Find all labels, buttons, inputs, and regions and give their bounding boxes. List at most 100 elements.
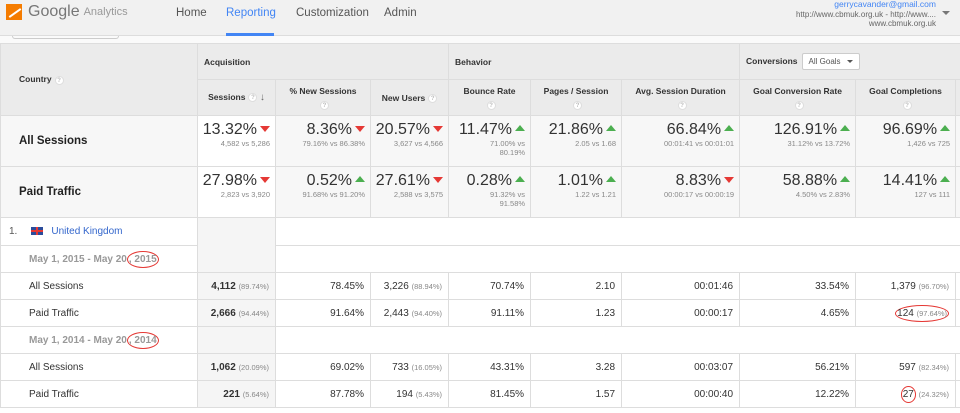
country-header[interactable]: Country?	[0, 43, 198, 116]
col-label: New Users	[381, 92, 426, 103]
goal-completions-cell: 1,379 (96.70%)	[855, 272, 957, 300]
arrow-up-icon	[606, 176, 617, 182]
goal-select[interactable]: All Goals	[801, 53, 860, 70]
help-icon[interactable]: ?	[794, 100, 804, 110]
new-users-value: 2,443	[383, 307, 409, 319]
empty-cell	[276, 218, 960, 246]
change-value: 8.36%	[306, 121, 352, 138]
nav-admin[interactable]: Admin	[384, 7, 417, 19]
sessions-value: 4,112	[211, 280, 236, 292]
help-icon[interactable]: ?	[428, 93, 438, 103]
duration-cell: 00:03:07	[621, 353, 741, 381]
empty-cell	[275, 326, 960, 354]
col-new-users[interactable]: New Users?	[369, 79, 450, 116]
nav-reporting[interactable]: Reporting	[226, 7, 276, 19]
date-range: May 1, 2014 - May 20, 2014	[0, 326, 198, 354]
country-row: 1. United Kingdom	[0, 217, 198, 246]
arrow-down-icon	[433, 126, 444, 132]
segment-label: Paid Traffic	[0, 380, 198, 408]
comparison-detail: 4.50% vs 2.83%	[795, 190, 851, 199]
change-value: 0.52%	[306, 172, 352, 189]
gc-value: 1,379	[890, 280, 916, 292]
arrow-down-icon	[724, 177, 735, 183]
change-value: 20.57%	[375, 121, 431, 138]
comparison-detail: 3,627 vs 4,566	[393, 139, 444, 148]
sessions-value: 221	[223, 388, 240, 400]
arrow-down-icon	[433, 177, 444, 183]
arrow-down-icon	[260, 177, 270, 183]
arrow-up-icon	[515, 176, 526, 182]
sessions-cell: 221 (5.64%)	[197, 380, 276, 408]
goal-conv-rate-cell: 12.22%	[739, 380, 857, 408]
gc-value: 597	[899, 361, 916, 373]
account-switcher[interactable]: gerrycavander@gmail.com http://www.cbmuk…	[796, 0, 936, 29]
logo-product: Analytics	[83, 6, 128, 18]
sort-desc-icon[interactable]: ↓	[259, 92, 265, 103]
segment-label: All Sessions	[0, 272, 198, 300]
country-link[interactable]: United Kingdom	[51, 226, 123, 237]
account-view: www.cbmuk.org.uk	[868, 19, 936, 28]
comparison-cell: 8.36% 79.16% vs 86.38%	[275, 115, 371, 167]
pages-session-cell: 1.23	[530, 299, 623, 327]
comparison-cell: 1.01% 1.22 vs 1.21	[530, 166, 623, 218]
help-icon[interactable]: ?	[573, 100, 583, 110]
behavior-group-header: Behavior	[448, 43, 741, 80]
arrow-up-icon	[940, 176, 951, 182]
comparison-detail: 2,823 vs 3,920	[220, 190, 270, 199]
account-dropdown-icon[interactable]	[942, 11, 950, 15]
new-sessions-cell: 87.78%	[275, 380, 371, 408]
bounce-rate-cell: 91.11%	[448, 299, 532, 327]
gc-pct: (96.70%)	[918, 281, 950, 291]
empty-cell	[197, 217, 276, 246]
comparison-cell: 8.83% 00:00:17 vs 00:00:19	[621, 166, 741, 218]
nav-customization[interactable]: Customization	[296, 7, 369, 19]
comparison-cell: 0.28% 91.32% vs 91.58%	[448, 166, 532, 218]
col-label: Bounce Rate	[463, 85, 516, 96]
table-row: Paid Traffic 2,666 (94.44%) 91.64% 2,443…	[0, 299, 960, 327]
gc-pct: (97.64%)	[916, 308, 948, 318]
help-icon[interactable]: ?	[320, 100, 329, 110]
gc-pct: (24.32%)	[918, 389, 950, 399]
arrow-down-icon	[355, 126, 365, 132]
col-new-sessions[interactable]: % New Sessions?	[275, 79, 371, 116]
col-label: Avg. Session Duration	[635, 85, 726, 96]
sessions-pct: (94.44%)	[238, 308, 269, 318]
col-pages-session[interactable]: Pages / Session?	[530, 79, 623, 116]
help-icon[interactable]: ?	[677, 100, 687, 110]
change-value: 66.84%	[666, 121, 722, 138]
report-table: Country? Acquisition Behavior Conversion…	[0, 43, 960, 408]
nav-home[interactable]: Home	[176, 7, 207, 19]
comparison-detail: 1,426 vs 725	[907, 139, 951, 148]
help-icon[interactable]: ?	[54, 75, 64, 85]
arrow-up-icon	[355, 176, 365, 182]
arrow-up-icon	[840, 176, 851, 182]
segment-box[interactable]	[12, 36, 119, 39]
summary-row: All Sessions 13.32% 4,582 vs 5,286 8.36% 79.…	[0, 115, 960, 167]
new-sessions-cell: 91.64%	[275, 299, 371, 327]
new-users-pct: (94.40%)	[411, 308, 443, 318]
conversions-group-header: Conversions All Goals	[739, 43, 960, 80]
help-icon[interactable]: ?	[486, 100, 496, 110]
col-sessions[interactable]: Sessions? ↓	[197, 79, 276, 116]
help-icon[interactable]: ?	[248, 93, 258, 103]
segment-label: All Sessions	[0, 115, 198, 167]
col-goal-conv-rate[interactable]: Goal Conversion Rate?	[739, 79, 857, 116]
arrow-up-icon	[840, 125, 851, 131]
bounce-rate-cell: 43.31%	[448, 353, 532, 381]
filler-cell	[955, 115, 960, 167]
arrow-down-icon	[260, 126, 270, 132]
empty-cell	[275, 245, 960, 273]
help-icon[interactable]: ?	[902, 100, 912, 110]
annotation-circle: 27	[900, 385, 916, 403]
top-bar: Google Analytics Home Reporting Customiz…	[0, 0, 960, 36]
col-goal-completions[interactable]: Goal Completions?	[855, 79, 957, 116]
col-label: % New Sessions	[289, 85, 357, 96]
change-value: 21.86%	[548, 121, 604, 138]
google-analytics-logo[interactable]: Google Analytics	[6, 3, 128, 21]
empty-cell	[197, 245, 276, 273]
col-bounce-rate[interactable]: Bounce Rate?	[448, 79, 532, 116]
sub-bar	[0, 36, 960, 43]
segment-label: Paid Traffic	[0, 299, 198, 327]
arrow-up-icon	[724, 125, 735, 131]
col-avg-duration[interactable]: Avg. Session Duration?	[621, 79, 741, 116]
